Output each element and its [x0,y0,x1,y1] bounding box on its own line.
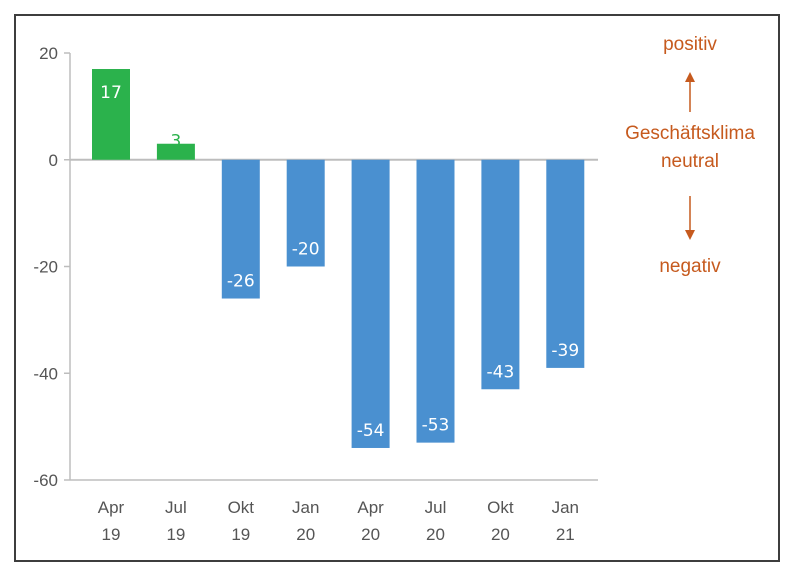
y-tick-label: 0 [49,151,58,170]
x-tick-label-year: 21 [556,525,575,544]
x-tick-label: Apr [357,498,384,517]
y-tick-label: -20 [33,258,58,277]
chart-annotation: positiv Geschäftsklima neutral negativ [625,34,755,277]
annotation-neutral: neutral [661,151,719,172]
x-tick-label: Jan [552,498,579,517]
y-tick-label: -60 [33,471,58,490]
data-label: -26 [227,272,255,292]
data-label: -20 [292,240,320,260]
x-tick-label: Okt [487,498,514,517]
x-tick-label-year: 20 [296,525,315,544]
x-tick-label-year: 19 [231,525,250,544]
bar [156,143,195,160]
x-tick-label-year: 20 [361,525,380,544]
data-label: -43 [487,362,515,382]
bar [351,159,390,448]
bar [221,159,260,299]
bar [546,159,585,368]
data-label: 17 [100,83,122,103]
annotation-negative: negativ [659,256,721,277]
x-tick-label: Jul [165,498,187,517]
x-tick-label-year: 19 [166,525,185,544]
arrow-up-icon [685,72,695,82]
chart-frame [14,14,780,562]
x-tick-label-year: 20 [491,525,510,544]
bar [286,159,325,267]
x-tick-label: Apr [98,498,125,517]
bar [481,159,520,390]
x-tick-label: Jul [425,498,447,517]
chart-labels: 17 Apr 19 3 Jul 19 -26 Okt 19 -20 Jan 20 -54 Apr 20 -53… [98,83,579,544]
bar [92,69,130,160]
y-tick-label: 20 [39,44,58,63]
data-label: 3 [170,132,181,152]
x-tick-label: Jan [292,498,319,517]
chart-axes: 20 0 -20 -40 -60 [33,44,598,490]
arrow-down-icon [685,230,695,240]
annotation-positive: positiv [663,34,717,55]
annotation-label: Geschäftsklima [625,123,755,144]
data-label: -53 [422,416,450,436]
chart-bars [92,69,585,448]
data-label: -54 [357,421,385,441]
y-tick-label: -40 [33,364,58,383]
x-tick-label-year: 19 [102,525,121,544]
x-tick-label-year: 20 [426,525,445,544]
x-tick-label: Okt [228,498,255,517]
bar [416,159,455,443]
data-label: -39 [551,341,579,361]
